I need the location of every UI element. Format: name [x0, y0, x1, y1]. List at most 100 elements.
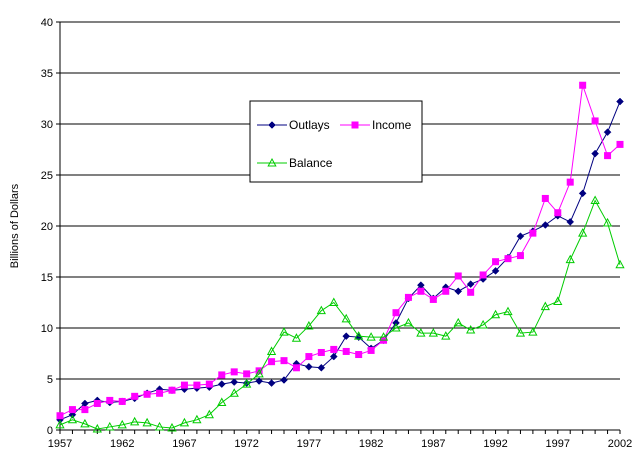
data-point-income	[342, 347, 350, 355]
legend-label-income: Income	[372, 118, 412, 132]
data-point-income	[243, 370, 251, 378]
data-point-income	[330, 345, 338, 353]
data-point-income	[280, 357, 288, 365]
data-point-income	[604, 152, 612, 160]
data-point-income	[81, 406, 89, 414]
data-point-outlays	[491, 267, 500, 275]
data-point-outlays	[255, 377, 263, 385]
y-tick-label: 5	[47, 374, 53, 386]
data-point-balance	[254, 368, 264, 378]
data-point-balance	[378, 332, 389, 341]
data-point-income	[442, 287, 450, 295]
data-point-balance	[503, 306, 513, 316]
y-tick-label: 30	[41, 119, 53, 131]
y-tick-label: 15	[41, 272, 53, 284]
data-point-balance	[80, 418, 90, 428]
data-point-income	[616, 140, 624, 148]
data-point-income	[579, 81, 587, 89]
data-point-balance	[428, 328, 438, 337]
series-line-outlays	[59, 101, 621, 421]
data-point-balance	[453, 317, 463, 327]
series-line-income	[59, 85, 621, 417]
data-point-balance	[154, 421, 165, 431]
data-point-balance	[192, 414, 202, 424]
legend-marker-balance	[267, 157, 277, 167]
legend-entry-balance: Balance	[257, 156, 333, 170]
y-tick-label: 25	[41, 170, 53, 182]
data-point-balance	[204, 409, 214, 419]
data-point-balance	[540, 301, 550, 311]
data-point-income	[492, 258, 500, 266]
data-point-outlays	[280, 376, 288, 384]
data-point-income	[268, 358, 276, 366]
x-tick-label: 1957	[48, 438, 72, 450]
data-point-income	[479, 271, 487, 279]
data-point-balance	[354, 331, 364, 340]
x-tick-label: 1972	[234, 438, 258, 450]
data-point-outlays	[267, 379, 276, 387]
data-point-outlays	[541, 221, 550, 229]
data-point-income	[118, 397, 126, 405]
data-point-income	[454, 272, 462, 280]
legend-box	[249, 100, 423, 183]
legend-marker-outlays	[268, 121, 276, 129]
series-balance	[55, 195, 625, 433]
legend-marker-income	[351, 121, 359, 129]
data-point-balance	[578, 228, 588, 237]
series-income	[56, 81, 624, 420]
data-point-balance	[229, 388, 239, 397]
data-point-income	[205, 380, 213, 388]
data-point-balance	[242, 379, 252, 388]
data-point-balance	[130, 416, 140, 426]
x-tick-label: 1987	[421, 438, 445, 450]
y-tick-label: 40	[41, 17, 53, 29]
data-point-balance	[304, 320, 314, 330]
data-point-balance	[553, 296, 563, 305]
data-point-outlays	[566, 218, 575, 226]
data-point-balance	[565, 254, 575, 264]
legend-items: Outlays Income Balance	[257, 118, 412, 170]
data-point-outlays	[578, 189, 587, 198]
data-point-balance	[490, 309, 501, 319]
legend-entry-income: Income	[340, 118, 412, 132]
data-point-income	[93, 399, 101, 407]
data-point-income	[529, 229, 537, 237]
data-point-income	[193, 381, 201, 389]
tick-labels: 0 5 10 15 20 25 30 35 40 1957 1962 1967 1972 1977 1982…	[41, 17, 632, 450]
data-point-balance	[391, 322, 401, 332]
data-point-income	[305, 353, 313, 361]
data-point-balance	[615, 259, 625, 269]
data-point-balance	[416, 328, 426, 337]
data-point-income	[56, 412, 64, 420]
data-point-income	[429, 295, 437, 303]
data-point-outlays	[392, 319, 400, 327]
data-point-income	[566, 178, 574, 186]
data-point-balance	[105, 421, 115, 431]
data-point-income	[516, 252, 524, 260]
data-point-income	[106, 396, 114, 404]
data-point-balance	[92, 423, 102, 433]
data-point-income	[68, 406, 76, 414]
data-point-outlays	[454, 287, 463, 296]
data-point-balance	[329, 297, 339, 306]
legend-entry-outlays: Outlays	[257, 118, 330, 132]
data-point-income	[218, 371, 226, 379]
series-line-balance	[59, 199, 621, 430]
data-point-income	[404, 293, 412, 301]
data-point-balance	[528, 327, 538, 336]
data-point-outlays	[603, 128, 612, 137]
data-point-balance	[316, 305, 326, 315]
data-point-balance	[441, 331, 451, 340]
data-point-income	[355, 351, 363, 359]
axes	[56, 21, 621, 434]
data-point-income	[541, 194, 549, 202]
data-point-outlays	[329, 352, 338, 361]
data-point-balance	[403, 317, 414, 327]
data-point-outlays	[342, 332, 351, 341]
y-tick-label: 20	[41, 221, 53, 233]
data-point-balance	[590, 195, 600, 204]
data-point-outlays	[217, 380, 226, 388]
data-point-balance	[279, 327, 289, 336]
